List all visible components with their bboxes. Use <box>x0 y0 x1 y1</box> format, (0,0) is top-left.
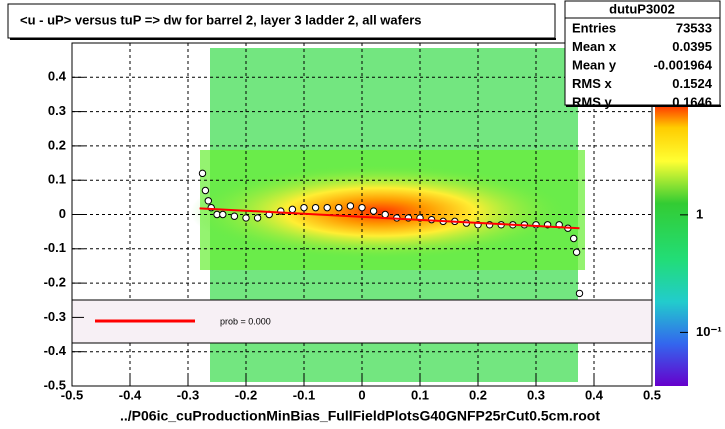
fit-line <box>199 207 580 230</box>
y-tick-label: -0.1 <box>44 240 66 255</box>
stats-label: RMS y <box>572 94 613 109</box>
profile-point <box>311 203 320 212</box>
z-tick-label: 1 <box>696 206 703 221</box>
x-tick-label: -0.5 <box>61 387 83 402</box>
profile-point <box>369 207 378 215</box>
stats-label: Mean y <box>572 57 617 72</box>
stats-value: 73533 <box>676 20 712 35</box>
heat-core <box>190 164 570 260</box>
profile-point <box>253 214 262 222</box>
y-tick-label: 0 <box>59 206 66 221</box>
profile-point <box>381 210 389 219</box>
profile-point <box>198 169 207 178</box>
y-tick-label: -0.3 <box>44 309 66 324</box>
stats-label: Mean x <box>572 39 617 54</box>
y-tick-label: 0.2 <box>48 137 66 152</box>
x-tick-label: 0.2 <box>469 387 487 402</box>
profile-point <box>570 234 578 243</box>
profile-point <box>575 289 584 298</box>
profile-point <box>201 186 210 195</box>
z-tick-label: 10⁻¹ <box>696 324 722 339</box>
stats-label: Entries <box>572 20 616 35</box>
stats-value: 0.1524 <box>672 76 713 91</box>
profile-point <box>230 212 239 220</box>
x-tick-label: 0.4 <box>585 387 604 402</box>
stats-value: 0.1646 <box>672 94 712 109</box>
x-tick-label: 0.3 <box>527 387 545 402</box>
stats-value: -0.001964 <box>653 57 712 72</box>
x-axis-label: ../P06ic_cuProductionMinBias_FullFieldPl… <box>120 408 600 424</box>
profile-point <box>288 205 297 214</box>
profile-point <box>358 203 366 212</box>
x-tick-label: -0.2 <box>235 387 257 402</box>
stats-value: 0.0395 <box>672 39 712 54</box>
chart-title: <u - uP> versus tuP => dw for barrel 2, … <box>20 12 422 27</box>
legend-label: prob = 0.000 <box>220 316 271 326</box>
y-tick-label: 0.3 <box>48 103 66 118</box>
x-tick-label: 0.5 <box>643 387 661 402</box>
y-tick-label: 0.4 <box>48 69 67 84</box>
profile-point <box>300 203 308 212</box>
stats-title: dutuP3002 <box>609 1 675 16</box>
stats-label: RMS x <box>572 76 613 91</box>
profile-point <box>204 197 213 205</box>
profile-point <box>572 248 581 256</box>
x-tick-label: -0.1 <box>293 387 315 402</box>
profile-point <box>323 203 331 212</box>
y-tick-label: -0.4 <box>44 343 67 358</box>
x-tick-label: -0.4 <box>119 387 142 402</box>
profile-point <box>219 210 227 219</box>
profile-point <box>346 202 355 210</box>
profile-point <box>242 214 250 222</box>
profile-point <box>335 203 343 212</box>
x-tick-label: 0.1 <box>411 387 429 402</box>
y-tick-label: -0.2 <box>44 275 66 290</box>
y-tick-label: -0.5 <box>44 377 66 392</box>
color-palette <box>655 105 688 386</box>
x-tick-label: -0.3 <box>177 387 199 402</box>
y-tick-label: 0.1 <box>48 172 66 187</box>
x-tick-label: 0 <box>358 387 365 402</box>
